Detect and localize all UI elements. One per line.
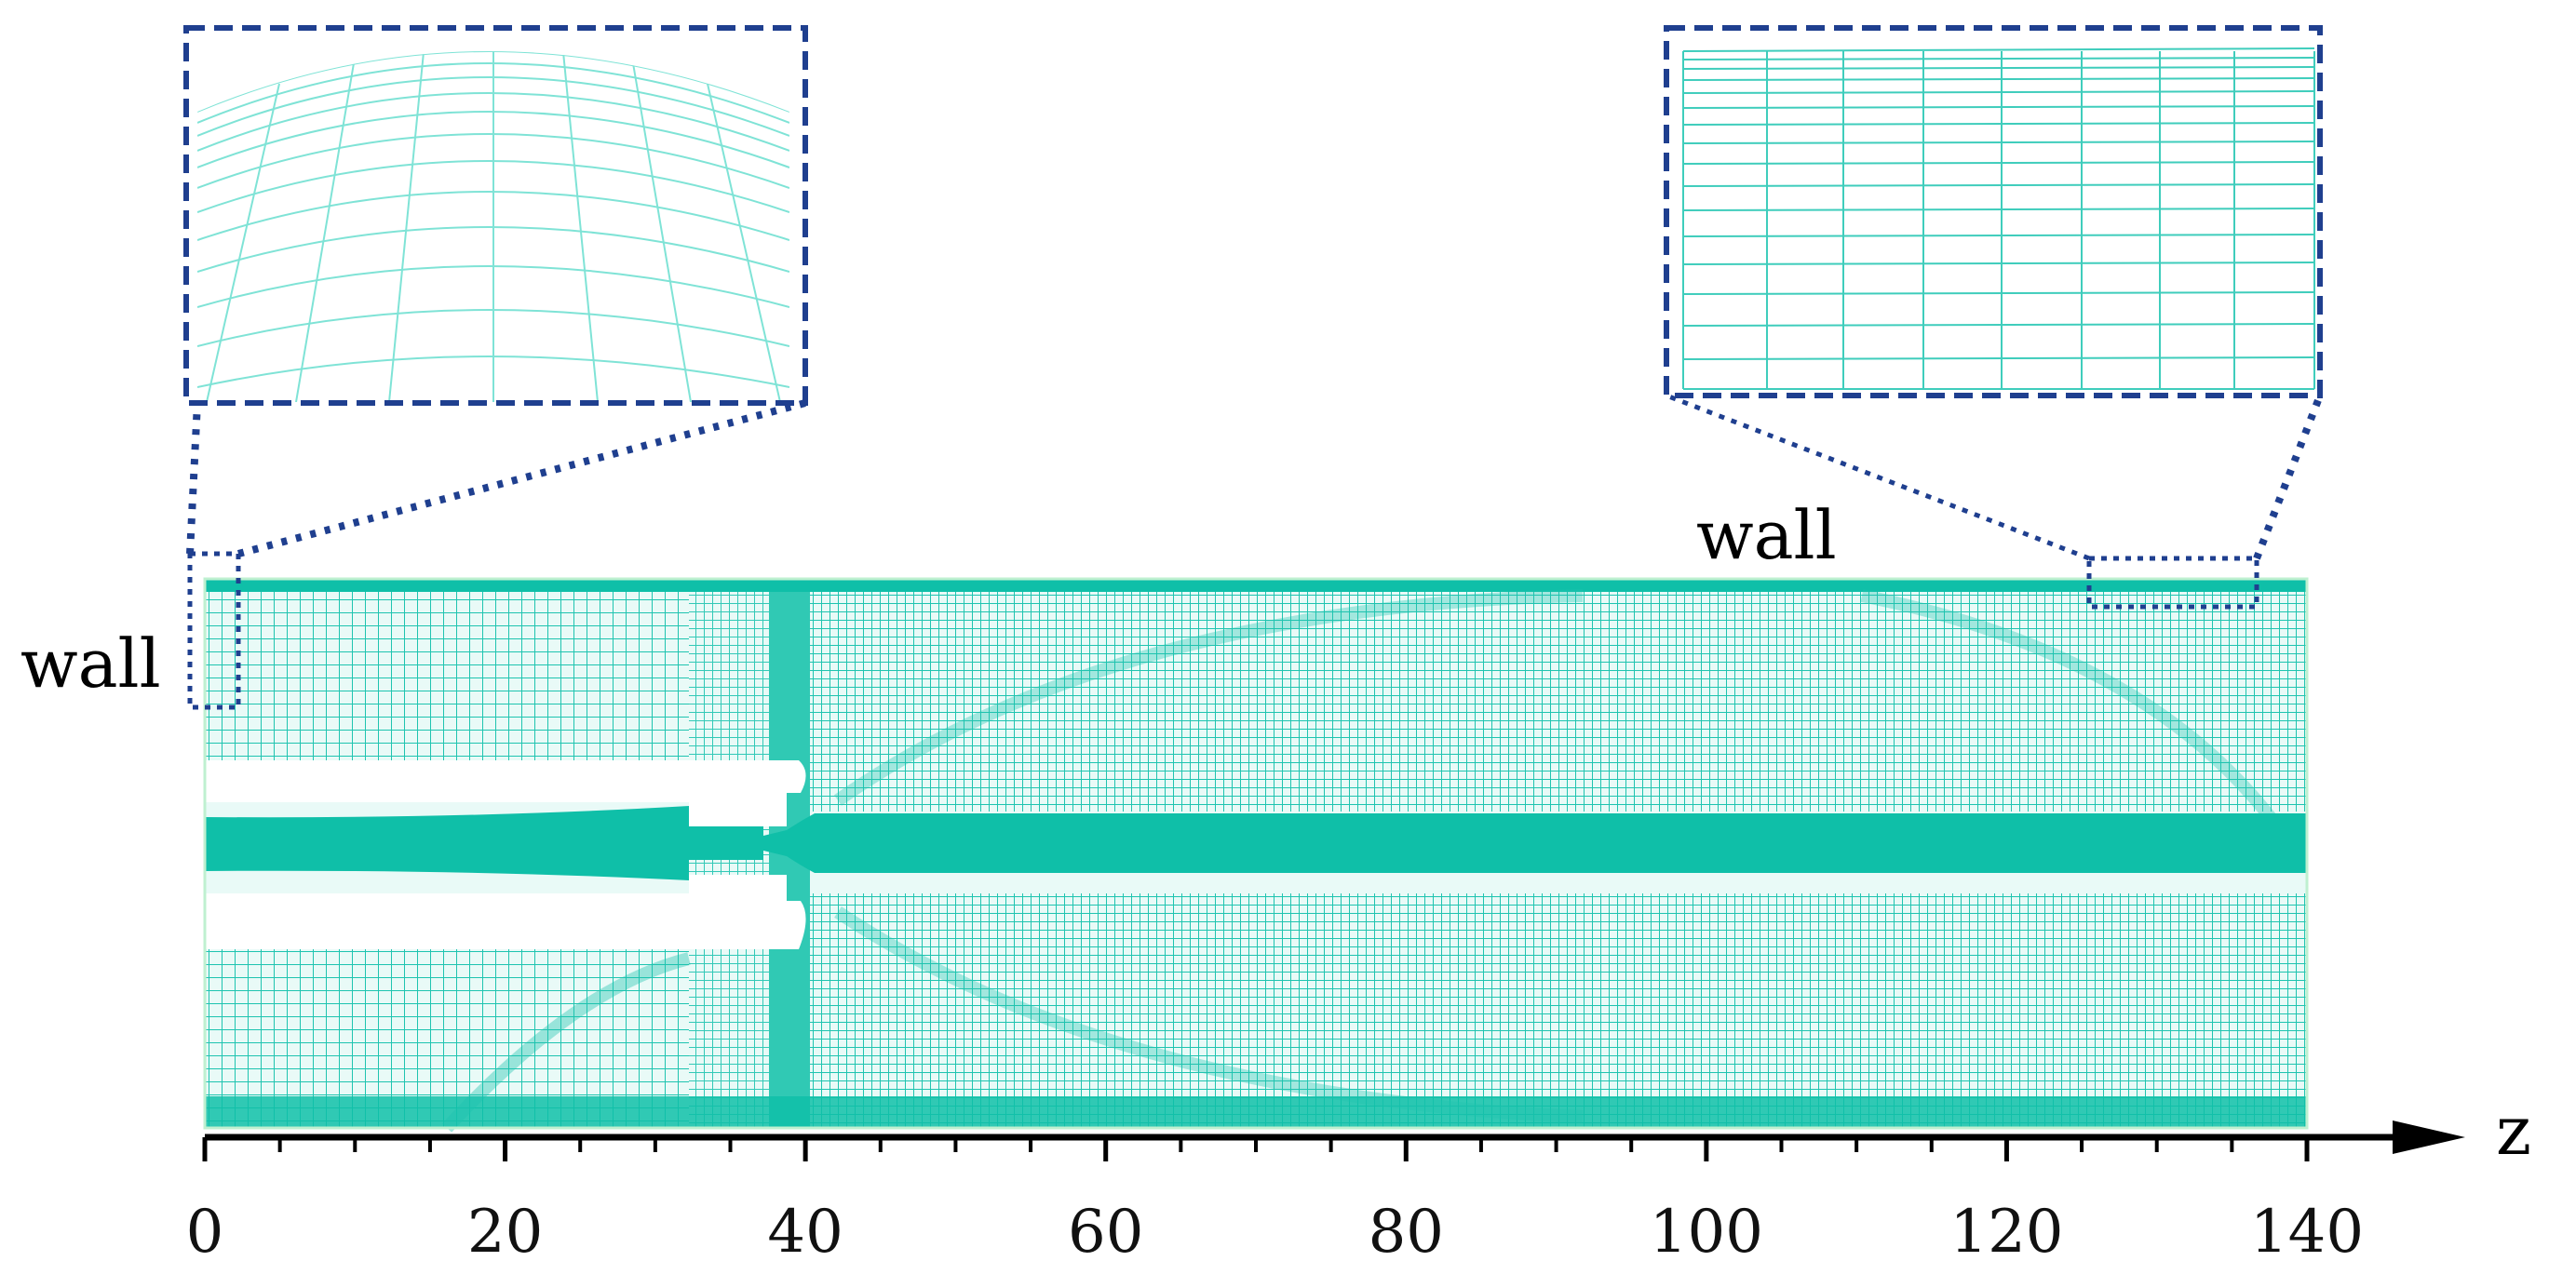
mesh-domain-border	[203, 577, 2309, 1130]
tick-label: 120	[1949, 1198, 2063, 1267]
callout-right	[1666, 393, 2324, 610]
mesh-upper-region-left	[205, 579, 689, 760]
inset-left-mesh-rings	[197, 51, 789, 388]
mesh-lower-region-right	[810, 893, 2307, 1128]
tick-label: 20	[467, 1198, 543, 1267]
leader-line-left-b	[236, 399, 807, 557]
tick-label: 60	[1068, 1198, 1143, 1267]
tick-label: 0	[186, 1198, 224, 1267]
leader-line-right-b	[2253, 394, 2324, 560]
mesh-streak-lower-mid	[834, 906, 1584, 1123]
nozzle-gap-lower	[205, 875, 806, 949]
z-axis: z 0 20 40 60 80 100 120 140	[186, 1092, 2531, 1267]
mesh-upper-region-right	[810, 579, 2307, 812]
inset-right-mesh-vertical	[1682, 51, 2315, 389]
main-mesh	[203, 577, 2309, 1133]
wall-label-left: wall	[20, 624, 161, 703]
z-axis-arrowhead	[2393, 1120, 2465, 1154]
leader-line-left-a	[186, 402, 201, 555]
source-region-left	[187, 551, 241, 710]
inset-right-frame	[1664, 25, 2323, 398]
tick-label: 140	[2250, 1198, 2364, 1267]
callout-left	[186, 399, 807, 710]
mesh-streak-upper-mid	[833, 589, 1584, 806]
tick-label: 100	[1650, 1198, 1763, 1267]
inset-left	[183, 25, 808, 406]
mesh-streak-lower-left	[441, 952, 691, 1133]
z-axis-ticks: 0 20 40 60 80 100 120 140	[186, 1137, 2364, 1267]
jet-core	[205, 806, 2307, 880]
z-axis-name: z	[2496, 1092, 2531, 1170]
nozzle-gap-upper	[205, 760, 806, 826]
wall-layer-top	[205, 579, 2307, 592]
inset-left-frame	[183, 25, 808, 406]
wall-layer-bottom	[205, 1096, 2307, 1128]
mesh-streak-upper-right	[1860, 589, 2277, 824]
inset-right-mesh-horizontal	[1682, 47, 2315, 390]
inset-left-mesh-rays	[206, 51, 781, 402]
tick-label: 80	[1369, 1198, 1444, 1267]
leader-line-right-a	[1666, 393, 2090, 561]
tick-label: 40	[767, 1198, 843, 1267]
wall-label-top: wall	[1696, 496, 1837, 574]
inset-right	[1664, 25, 2323, 398]
